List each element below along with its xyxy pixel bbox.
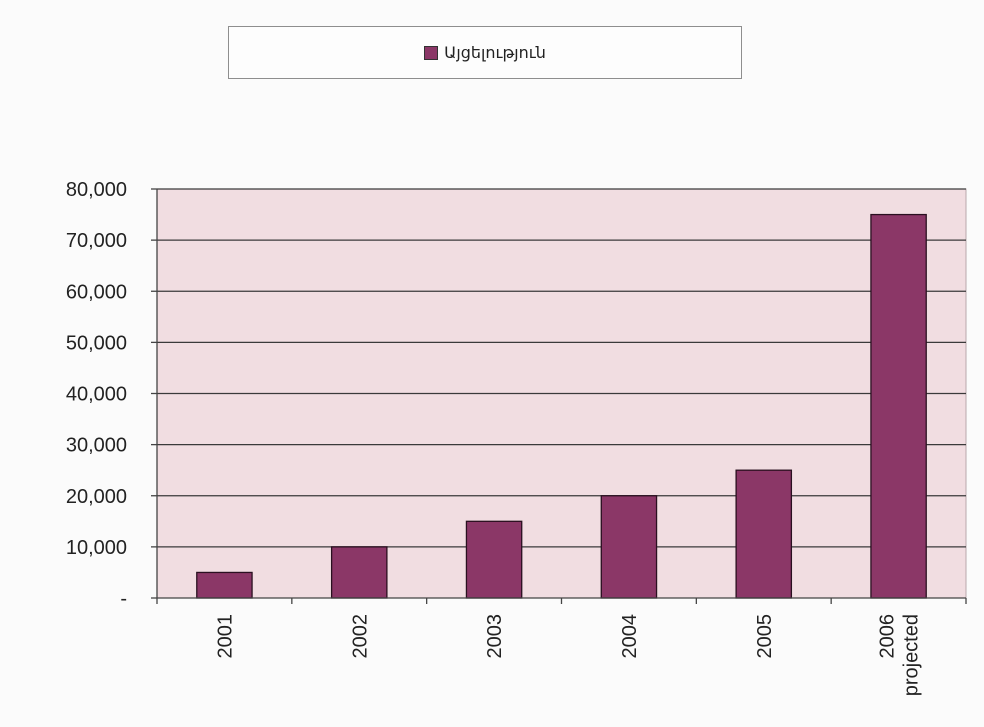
y-axis: - 10,000 20,000 30,000 40,000 50,000 60,000 70,… [66,179,158,610]
bar [330,546,388,599]
legend-label: Այցելություն [444,43,546,62]
x-tick-label: 2002 [349,614,371,659]
x-axis: 2001 2002 2003 2004 2005 2006 projected [156,597,967,696]
bar [735,469,793,599]
y-tick-label: 70,000 [66,230,127,252]
x-tick-label: 2003 [484,614,506,659]
gridlines [157,188,966,548]
x-tick-label: 2005 [754,614,776,659]
bar [600,495,658,599]
x-tick-label: 2004 [619,614,641,659]
x-tick-label: 2006 [877,614,899,659]
x-tick-label: 2001 [214,614,236,659]
x-tick-label: projected [901,614,923,696]
y-tick-label: - [120,588,127,610]
y-tick-label: 60,000 [66,281,127,303]
bar [196,571,253,599]
y-tick-label: 20,000 [66,486,127,508]
legend: Այցելություն [228,26,742,79]
y-tick-label: 10,000 [66,537,127,559]
y-tick-label: 40,000 [66,384,127,406]
bar [870,213,927,599]
y-tick-label: 50,000 [66,332,127,354]
y-tick-label: 80,000 [66,179,127,201]
bar [465,520,523,599]
y-tick-label: 30,000 [66,435,127,457]
bars [196,213,927,599]
legend-swatch [424,45,439,60]
